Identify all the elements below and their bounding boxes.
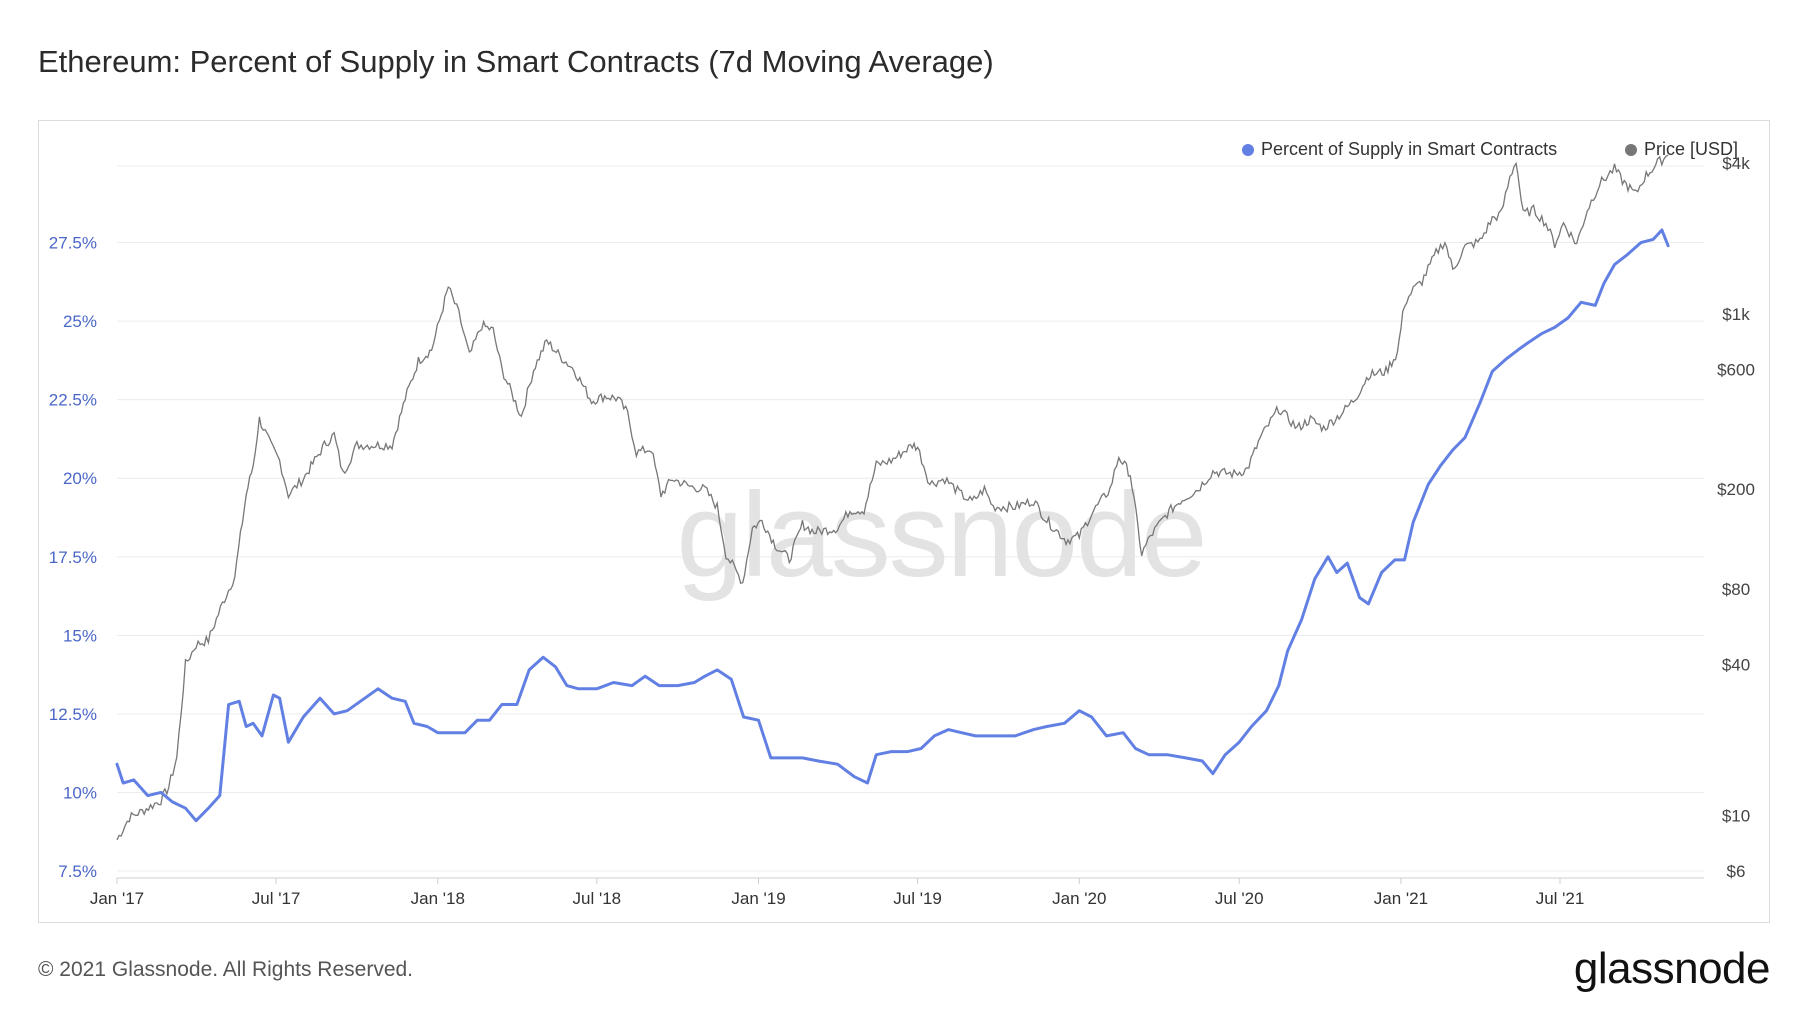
y-left-tick-label: 17.5% [49,548,97,567]
y-left-tick-label: 10% [63,783,97,802]
x-tick-label: Jan '20 [1052,889,1106,908]
series-line-percent [115,228,1670,823]
y-right-tick-label: $200 [1717,480,1755,499]
x-tick-label: Jul '18 [573,889,622,908]
x-tick-label: Jan '19 [731,889,785,908]
chart-area: glassnode 7.5% 10% 12.5% 15% 17.5% 20% 22.5% 25… [49,154,1755,908]
y-left-tick-label: 25% [63,312,97,331]
y-left-tick-label: 7.5% [58,862,97,881]
y-right-tick-label: $6 [1727,862,1746,881]
x-tick-label: Jul '20 [1215,889,1264,908]
x-tick-label: Jul '17 [252,889,301,908]
series-line-price [116,154,1669,841]
y-left-tick-label: 12.5% [49,705,97,724]
y-right-tick-label: $80 [1722,580,1750,599]
chart-title: Ethereum: Percent of Supply in Smart Con… [38,44,994,79]
legend-item-price[interactable]: Price [USD] [1625,139,1738,160]
y-left-tick-label: 22.5% [49,391,97,410]
chart-frame: glassnode 7.5% 10% 12.5% 15% 17.5% 20% 22.5% 25… [38,120,1770,923]
y-left-tick-label: 15% [63,626,97,645]
y-right-tick-label: $40 [1722,655,1750,674]
y-left-tick-label: 20% [63,469,97,488]
x-tick-label: Jul '19 [893,889,942,908]
legend-dot-grey-icon [1625,143,1637,156]
copyright-text: © 2021 Glassnode. All Rights Reserved. [38,958,414,981]
watermark-text: glassnode [676,468,1205,602]
legend-label-price: Price [USD] [1644,139,1739,159]
x-tick-label: Jul '21 [1536,889,1585,908]
y-right-tick-label: $4k [1722,154,1750,173]
x-tick-label: Jan '21 [1374,889,1428,908]
legend-item-percent[interactable]: Percent of Supply in Smart Contracts [1242,139,1557,160]
y-right-tick-label: $600 [1717,361,1755,380]
y-left-tick-label: 27.5% [49,234,97,253]
y-right-tick-label: $10 [1722,806,1750,825]
y-right-tick-label: $1k [1722,305,1750,324]
x-tick-label: Jan '17 [90,889,144,908]
x-tick-label: Jan '18 [411,889,465,908]
legend-dot-blue-icon [1242,143,1254,156]
legend-label-percent: Percent of Supply in Smart Contracts [1261,139,1558,159]
glassnode-logo[interactable]: glassnode [1573,944,1771,993]
